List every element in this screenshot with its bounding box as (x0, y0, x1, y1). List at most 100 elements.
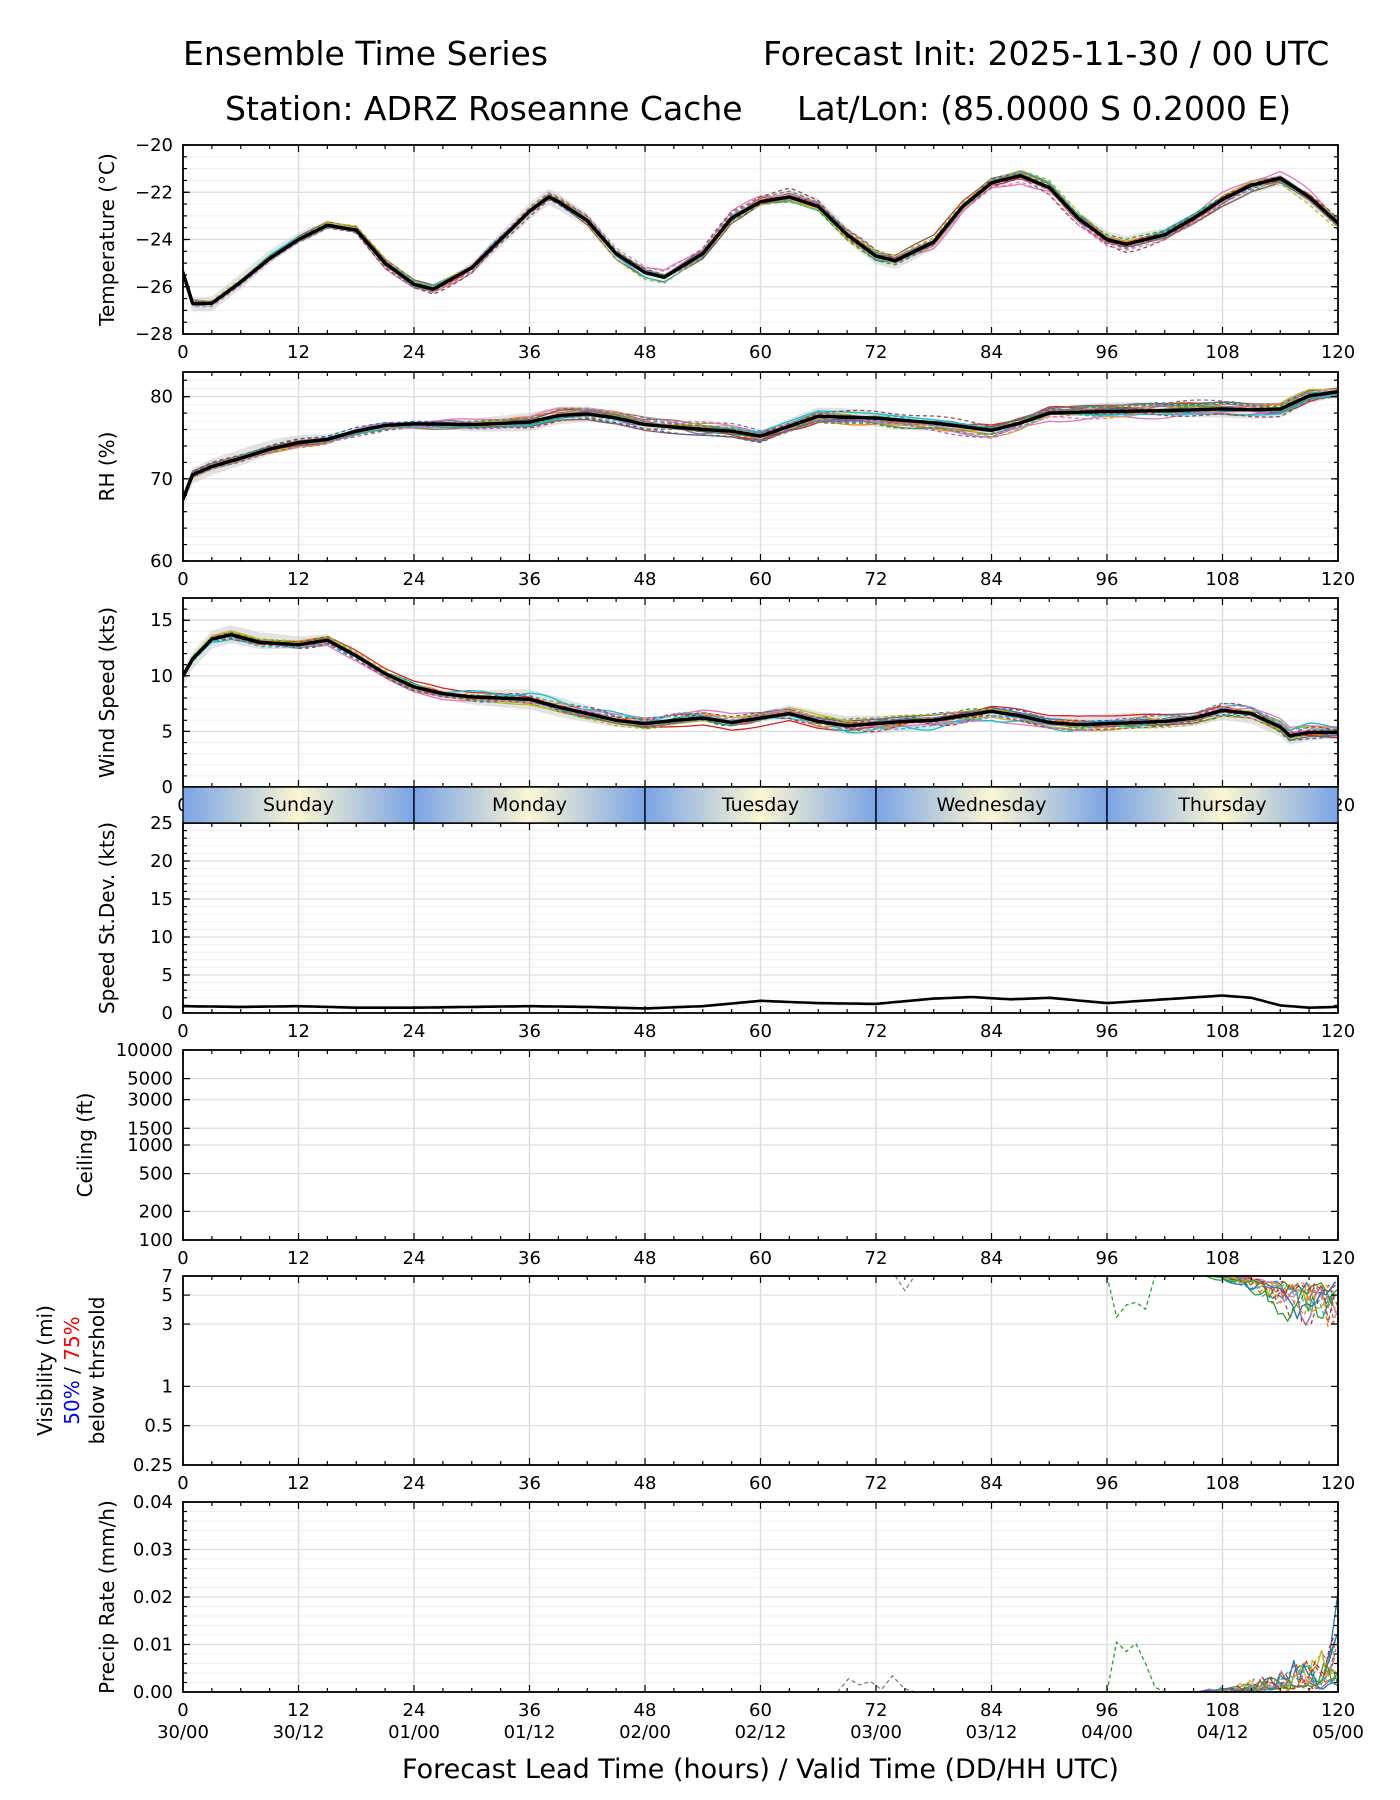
ceiling-y-tick-5: 3000 (127, 1090, 173, 1111)
rh-x-tick-12: 12 (287, 569, 310, 590)
temperature-y-tick-2: −24 (135, 230, 173, 251)
precip-ticks (182, 1501, 1339, 1693)
temperature-x-tick-120: 120 (1321, 342, 1355, 363)
temperature-x-tick-48: 48 (634, 342, 657, 363)
precip-ylabel: Precip Rate (mm/h) (95, 1500, 119, 1694)
x-axis-label: Forecast Lead Time (hours) / Valid Time … (402, 1754, 1119, 1785)
wind-y-tick-1: 5 (162, 721, 173, 742)
rh-x-tick-84: 84 (980, 569, 1003, 590)
visibility-y-tick-1: 0.5 (144, 1416, 173, 1437)
stdev-x-tick-96: 96 (1096, 1021, 1119, 1042)
wind-member-18 (183, 632, 1338, 736)
rh-x-tick-72: 72 (865, 569, 888, 590)
temperature-member-12 (183, 172, 1338, 306)
rh-x-tick-120: 120 (1321, 569, 1355, 590)
precip-x-tick-12: 12 (287, 1700, 310, 1721)
valid-time-9: 04/12 (1197, 1722, 1249, 1743)
chart-title: Ensemble Time Series (183, 34, 549, 73)
temperature-member-16 (183, 177, 1338, 303)
visibility-ticks (182, 1275, 1339, 1466)
temperature-x-tick-36: 36 (518, 342, 541, 363)
rh-x-tick-60: 60 (749, 569, 772, 590)
precip-y-tick-1: 0.01 (133, 1635, 173, 1656)
vis-sep-label: / (60, 1361, 84, 1380)
visibility-x-tick-36: 36 (518, 1473, 541, 1494)
temperature-y-tick-1: −26 (135, 277, 173, 298)
vis-75-label: 75% (60, 1316, 84, 1360)
ceiling-y-tick-0: 100 (139, 1230, 173, 1251)
precip-late-member-1 (1197, 1592, 1338, 1692)
stdev-series (183, 994, 1338, 1010)
temperature-x-tick-60: 60 (749, 342, 772, 363)
wind-y-tick-0: 0 (162, 777, 173, 798)
precip-x-tick-48: 48 (634, 1700, 657, 1721)
stdev-x-tick-36: 36 (518, 1021, 541, 1042)
rh-member-11 (183, 389, 1338, 498)
stdev-x-tick-0: 0 (177, 1021, 188, 1042)
temperature-x-tick-0: 0 (177, 342, 188, 363)
ceiling-x-tick-12: 12 (287, 1248, 310, 1269)
day-band-sunday (182, 786, 415, 824)
stdev-ensemble-mean (183, 994, 1338, 1010)
ceiling-grid (182, 1049, 1339, 1241)
temperature-x-tick-96: 96 (1096, 342, 1119, 363)
temperature-x-tick-24: 24 (403, 342, 426, 363)
ceiling-y-tick-2: 500 (139, 1164, 173, 1185)
visibility-y-tick-0: 0.25 (133, 1455, 173, 1476)
precip-x-tick-108: 108 (1205, 1700, 1239, 1721)
precip-fragment-2 (1106, 1640, 1166, 1692)
stdev-y-tick-1: 5 (162, 965, 173, 986)
rh-grid (182, 371, 1339, 562)
wind-ticks (182, 597, 1339, 788)
precip-x-tick-24: 24 (403, 1700, 426, 1721)
station-name: Station: ADRZ Roseanne Cache (225, 89, 743, 128)
precip-x-tick-96: 96 (1096, 1700, 1119, 1721)
stdev-x-tick-12: 12 (287, 1021, 310, 1042)
precip-series (836, 1592, 1338, 1692)
ceiling-x-tick-96: 96 (1096, 1248, 1119, 1269)
ceiling-x-tick-72: 72 (865, 1248, 888, 1269)
stdev-x-tick-72: 72 (865, 1021, 888, 1042)
rh-ticks (182, 372, 1339, 562)
rh-series (183, 386, 1338, 509)
precip-x-tick-72: 72 (865, 1700, 888, 1721)
precip-late-member-14 (1175, 1635, 1335, 1692)
visibility-y-tick-2: 1 (162, 1376, 173, 1397)
precip-x-tick-36: 36 (518, 1700, 541, 1721)
precip-y-tick-4: 0.04 (133, 1492, 173, 1513)
temperature-series (183, 169, 1338, 312)
precip-x-tick-0: 0 (177, 1700, 188, 1721)
wind-grid (182, 597, 1339, 788)
visibility-late-member-12 (1217, 1276, 1334, 1317)
day-label-monday: Monday (492, 794, 567, 816)
wind-member-14 (183, 637, 1338, 735)
stdev-y-tick-5: 25 (150, 813, 173, 834)
visibility-ylabel-2: below thrshold (85, 1297, 109, 1445)
rh-x-tick-24: 24 (403, 569, 426, 590)
visibility-x-tick-120: 120 (1321, 1473, 1355, 1494)
precip-x-tick-84: 84 (980, 1700, 1003, 1721)
precip-late-member-2 (1181, 1642, 1336, 1692)
temperature-x-tick-72: 72 (865, 342, 888, 363)
day-band-monday (413, 786, 646, 824)
rh-member-10 (183, 393, 1338, 499)
visibility-late-member-8 (1213, 1276, 1336, 1327)
visibility-x-tick-96: 96 (1096, 1473, 1119, 1494)
ceiling-ticks (182, 1049, 1339, 1241)
stdev-y-tick-4: 20 (150, 851, 173, 872)
day-band-tuesday (644, 786, 877, 824)
valid-time-1: 30/12 (273, 1722, 325, 1743)
rh-member-16 (183, 395, 1338, 497)
wind-y-tick-2: 10 (150, 666, 173, 687)
rh-ensemble-mean (183, 390, 1338, 501)
temperature-x-tick-108: 108 (1205, 342, 1239, 363)
ceiling-x-tick-108: 108 (1205, 1248, 1239, 1269)
stdev-x-tick-60: 60 (749, 1021, 772, 1042)
visibility-series (894, 1276, 1338, 1328)
precip-y-tick-3: 0.03 (133, 1540, 173, 1561)
stdev-x-tick-120: 120 (1321, 1021, 1355, 1042)
ceiling-x-tick-60: 60 (749, 1248, 772, 1269)
visibility-threshold-legend: 50% / 75% (60, 1316, 84, 1424)
rh-x-tick-108: 108 (1205, 569, 1239, 590)
stdev-y-tick-2: 10 (150, 927, 173, 948)
